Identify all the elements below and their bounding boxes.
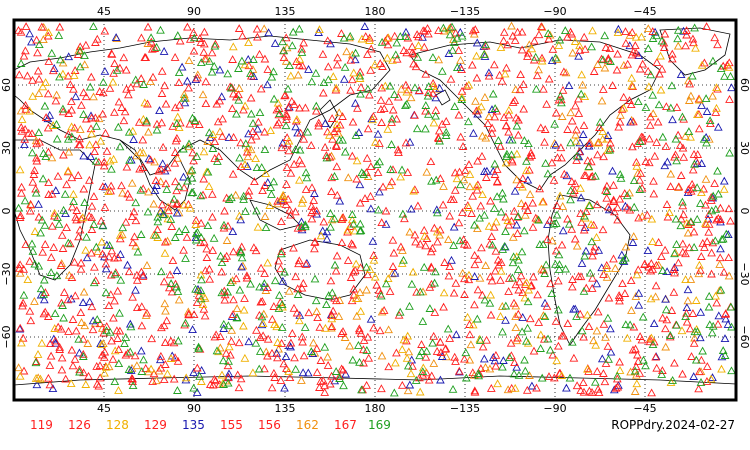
lon-tick-top: 45 xyxy=(97,5,111,18)
lat-tick-right: 0 xyxy=(738,208,750,215)
lat-tick-left: 30 xyxy=(0,141,13,155)
lon-tick-bottom: −135 xyxy=(450,402,480,415)
legend-entry: 135 xyxy=(182,418,205,432)
lat-tick-left: 0 xyxy=(0,208,13,215)
map-panel xyxy=(14,20,736,400)
lon-tick-top: −135 xyxy=(450,5,480,18)
lon-tick-top: 135 xyxy=(275,5,296,18)
lon-tick-bottom: −45 xyxy=(633,402,656,415)
legend-entry: 162 xyxy=(296,418,319,432)
legend-entry: 129 xyxy=(144,418,167,432)
lon-tick-top: −45 xyxy=(633,5,656,18)
legend-entry: 119 xyxy=(30,418,53,432)
lon-tick-top: −90 xyxy=(543,5,566,18)
lon-tick-bottom: 180 xyxy=(365,402,386,415)
legend-entry: 155 xyxy=(220,418,243,432)
lon-tick-bottom: 90 xyxy=(187,402,201,415)
lat-tick-right: −60 xyxy=(738,325,750,348)
lon-tick-bottom: 135 xyxy=(275,402,296,415)
map-title: ROPPdry.2024-02-27 xyxy=(611,418,735,432)
lat-tick-left: 60 xyxy=(0,78,13,92)
lon-tick-bottom: −90 xyxy=(543,402,566,415)
lat-tick-left: −60 xyxy=(0,325,13,348)
legend-entry: 156 xyxy=(258,418,281,432)
lon-tick-bottom: 45 xyxy=(97,402,111,415)
lat-tick-left: −30 xyxy=(0,262,13,285)
lat-tick-right: −30 xyxy=(738,262,750,285)
lat-tick-right: 60 xyxy=(738,78,750,92)
lon-tick-top: 90 xyxy=(187,5,201,18)
lon-tick-top: 180 xyxy=(365,5,386,18)
legend-entry: 126 xyxy=(68,418,91,432)
legend-entry: 167 xyxy=(334,418,357,432)
lat-tick-right: 30 xyxy=(738,141,750,155)
legend-entry: 128 xyxy=(106,418,129,432)
legend-entry: 169 xyxy=(368,418,391,432)
